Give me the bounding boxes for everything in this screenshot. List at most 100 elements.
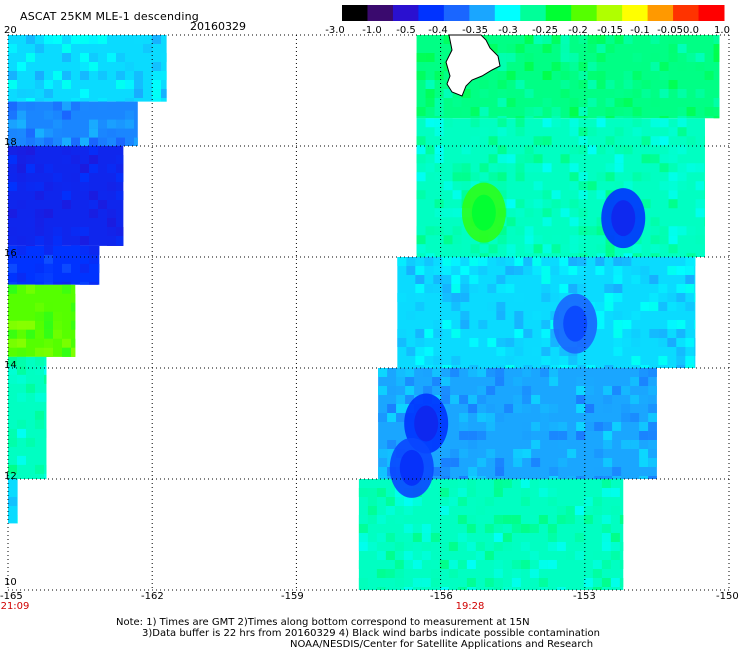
east-swath-pixel <box>668 181 678 191</box>
east-swath-pixel <box>421 533 431 542</box>
east-swath-pixel <box>613 266 623 275</box>
east-swath-pixel <box>425 253 435 257</box>
east-swath-pixel <box>497 89 507 98</box>
east-swath-pixel <box>424 284 434 293</box>
east-swath-pixel <box>477 449 487 458</box>
east-swath-pixel <box>448 479 458 488</box>
east-swath-pixel <box>432 467 442 476</box>
east-swath-pixel <box>515 80 525 89</box>
west-swath-pixel <box>26 137 35 146</box>
west-swath-pixel <box>35 80 44 89</box>
east-swath-pixel <box>613 329 623 338</box>
east-swath-pixel <box>695 181 705 191</box>
west-swath-pixel <box>107 218 116 227</box>
east-swath-pixel <box>648 386 657 395</box>
east-swath-pixel <box>524 62 534 71</box>
west-swath-pixel <box>62 329 71 339</box>
east-swath-pixel <box>614 107 624 116</box>
east-swath-pixel <box>421 578 431 587</box>
east-swath-pixel <box>376 569 386 578</box>
east-swath-pixel <box>577 365 587 368</box>
east-swath-pixel <box>484 497 494 506</box>
east-swath-pixel <box>469 257 479 266</box>
west-swath-pixel <box>62 281 71 285</box>
east-swath-pixel <box>551 190 561 200</box>
east-swath-pixel <box>556 506 566 515</box>
east-swath-pixel <box>457 497 467 506</box>
east-swath-feature-core <box>414 405 439 442</box>
west-swath-pixel <box>161 98 167 102</box>
west-swath-pixel <box>125 98 134 102</box>
east-swath-pixel <box>594 467 604 476</box>
west-swath-pixel <box>125 80 134 89</box>
east-swath-pixel <box>416 244 426 254</box>
east-swath-pixel <box>604 284 614 293</box>
east-swath-pixel <box>488 172 498 182</box>
east-swath-pixel <box>433 320 443 329</box>
west-swath-pixel <box>35 392 44 402</box>
east-swath-pixel <box>506 44 516 53</box>
east-swath-pixel <box>569 62 579 71</box>
east-swath-pixel <box>585 377 595 386</box>
east-swath-pixel <box>406 311 416 320</box>
west-swath-pixel <box>17 365 26 375</box>
east-swath-pixel <box>486 404 496 413</box>
west-swath-pixel <box>89 62 98 71</box>
east-swath-pixel <box>514 338 524 347</box>
east-swath-pixel <box>524 235 534 245</box>
west-swath-pixel <box>26 401 35 411</box>
east-swath-pixel <box>667 365 677 368</box>
east-swath-pixel <box>560 244 570 254</box>
east-swath-pixel <box>442 266 452 275</box>
east-swath-pixel <box>421 551 431 560</box>
east-swath-pixel <box>358 587 368 590</box>
east-swath-pixel <box>406 347 416 356</box>
lat-label: 12 <box>4 471 17 482</box>
east-swath-pixel <box>412 551 422 560</box>
east-swath-pixel <box>529 569 539 578</box>
east-swath-pixel <box>493 515 503 524</box>
west-swath-pixel <box>44 245 53 255</box>
west-swath-pixel <box>35 464 44 474</box>
east-swath-pixel <box>568 356 578 365</box>
east-swath-pixel <box>451 266 461 275</box>
west-swath-pixel <box>125 62 134 71</box>
east-swath-feature-core <box>563 305 588 342</box>
east-swath-pixel <box>676 329 686 338</box>
east-swath-pixel <box>631 311 641 320</box>
east-swath-pixel <box>667 320 677 329</box>
colorbar-segment <box>418 5 445 21</box>
east-swath-pixel <box>450 458 460 467</box>
east-swath-pixel <box>550 293 560 302</box>
east-swath-pixel <box>470 172 480 182</box>
east-swath-pixel <box>686 116 696 119</box>
east-swath-pixel <box>613 338 623 347</box>
east-swath-pixel <box>457 587 467 590</box>
west-swath-pixel <box>80 263 89 273</box>
cb-label: -3.0 <box>325 25 345 36</box>
east-swath-pixel <box>475 524 485 533</box>
colorbar-segment <box>342 5 368 21</box>
east-swath-pixel <box>596 217 606 227</box>
east-swath-pixel <box>641 154 651 164</box>
east-swath-pixel <box>641 80 651 89</box>
east-swath-pixel <box>604 293 614 302</box>
east-swath-pixel <box>493 488 503 497</box>
cb-label: -0.35 <box>462 25 488 36</box>
cb-label: 1.0 <box>714 25 730 36</box>
east-swath-pixel <box>614 116 624 119</box>
east-swath-pixel <box>403 551 413 560</box>
east-swath-pixel <box>397 257 407 266</box>
west-swath-pixel <box>152 35 161 44</box>
east-swath-pixel <box>415 347 425 356</box>
east-swath-pixel <box>441 467 451 476</box>
east-swath-pixel <box>367 497 377 506</box>
west-swath-pixel <box>53 101 62 111</box>
east-swath-pixel <box>497 80 507 89</box>
east-swath-pixel <box>569 181 579 191</box>
east-swath-pixel <box>451 356 461 365</box>
west-swath-pixel <box>161 53 167 62</box>
island-outline <box>445 34 501 97</box>
east-swath-pixel <box>479 253 489 257</box>
west-swath-pixel <box>35 128 44 138</box>
